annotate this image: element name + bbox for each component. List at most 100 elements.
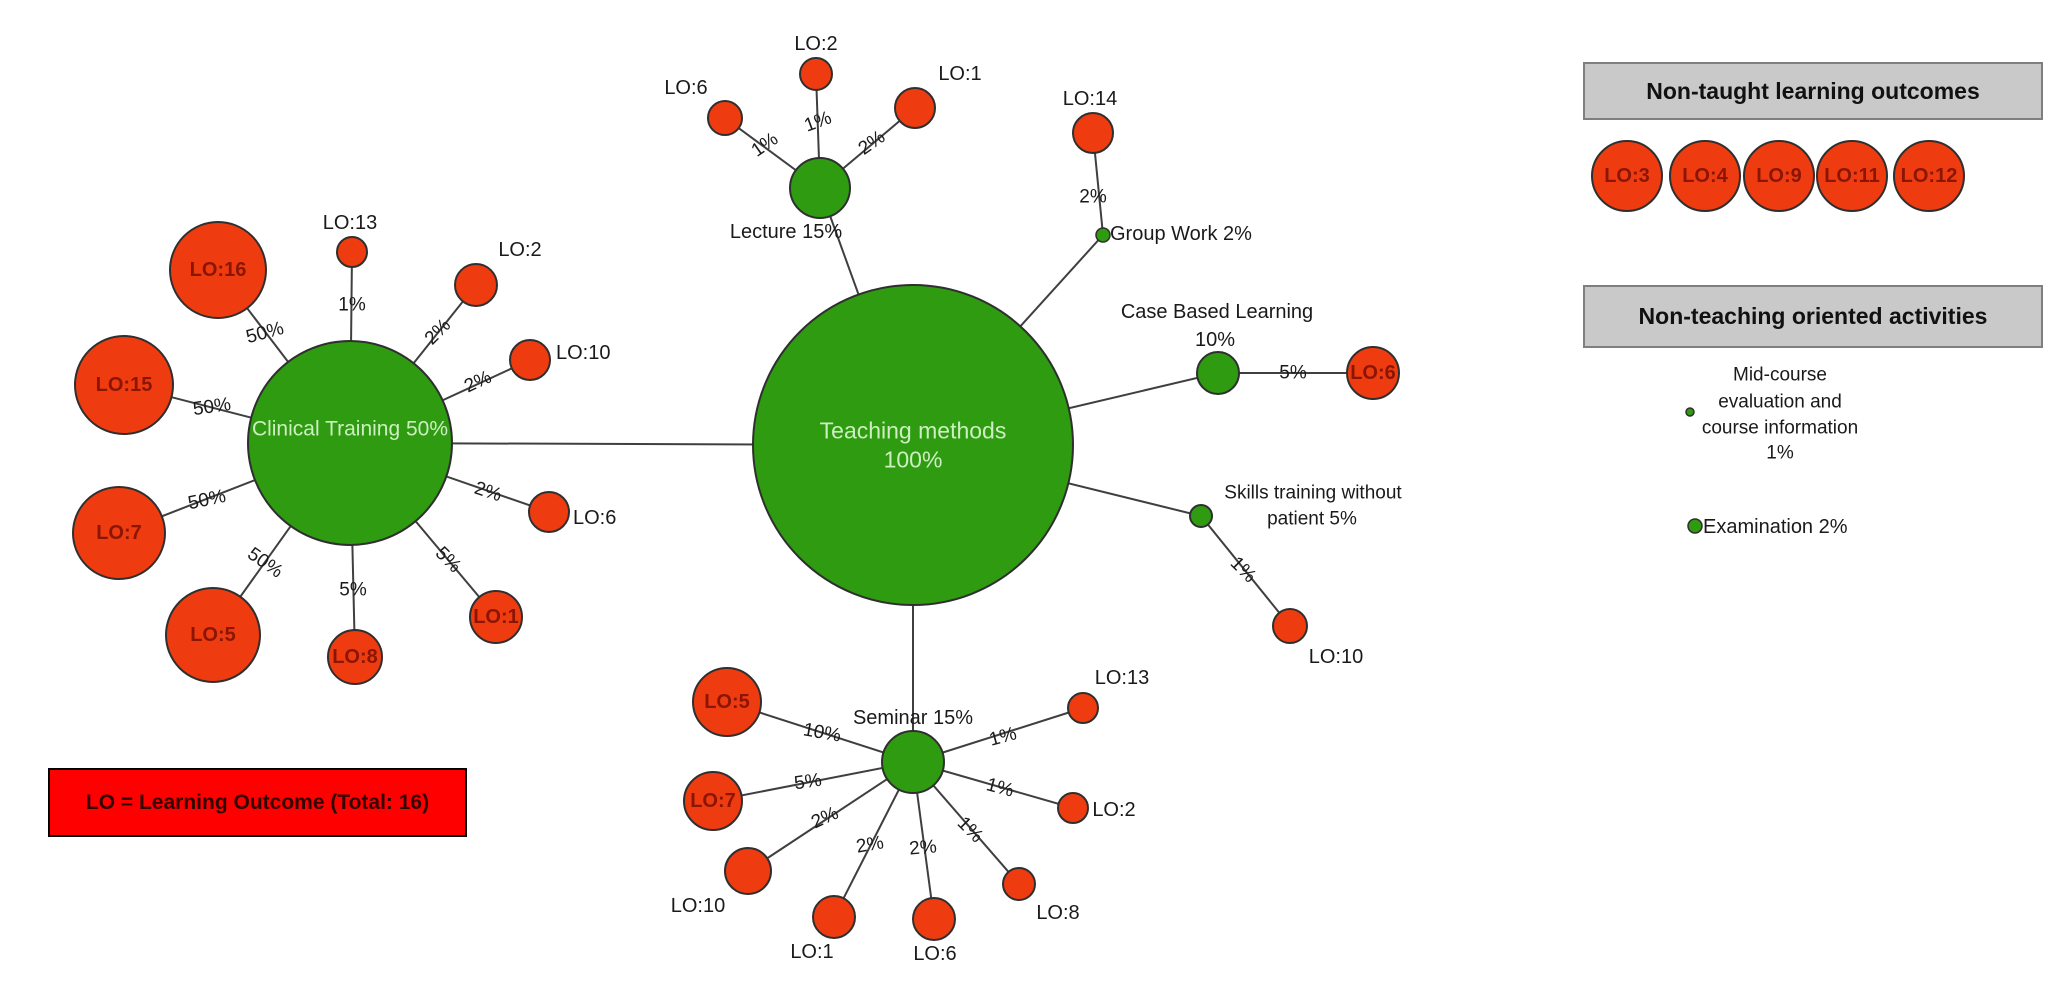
edge-percentage-label: 5% (793, 770, 823, 795)
node-clinical-lo8-label: LO:8 (332, 646, 378, 668)
node-non-taught-lo3-label: LO:3 (1604, 165, 1650, 187)
edge-percentage-label: 50% (186, 486, 228, 514)
node-clinical-lo15-label: LO:15 (96, 374, 153, 396)
edge-line (1200, 515, 1291, 627)
node-case-based-learning-label: Case Based Learning (1121, 301, 1313, 323)
node-non-taught-lo9-circle (1743, 140, 1815, 212)
node-clinical-lo16-circle (169, 221, 267, 319)
node-seminar-label: Seminar 15% (853, 707, 973, 729)
edge-percentage-label: 2% (908, 836, 937, 859)
node-seminar-lo8-label: LO:8 (1036, 902, 1079, 924)
node-seminar-lo13-circle (1067, 692, 1099, 724)
node-clinical-lo10-label: LO:10 (556, 342, 610, 364)
edge-percentage-label: 10% (801, 719, 842, 746)
node-seminar-lo10-circle (724, 847, 772, 895)
node-clinical-lo13-circle (336, 236, 368, 268)
node-non-taught-lo4-label: LO:4 (1682, 165, 1728, 187)
node-non-taught-lo11-circle (1816, 140, 1888, 212)
node-skills-training-label: patient 5% (1267, 509, 1357, 530)
node-lecture-lo6-circle (707, 100, 743, 136)
node-examination-circle (1687, 518, 1703, 534)
edge-percentage-label: 50% (244, 318, 286, 348)
node-group-work-lo14-circle (1072, 112, 1114, 154)
learning-outcome-legend: LO = Learning Outcome (Total: 16) (48, 768, 467, 837)
node-clinical-lo8-circle (327, 629, 383, 685)
node-clinical-lo16-label: LO:16 (190, 259, 247, 281)
node-non-taught-lo4-circle (1669, 140, 1741, 212)
edge-percentage-label: 1% (984, 774, 1016, 801)
node-lecture-label: Lecture 15% (730, 221, 843, 243)
edge-percentage-label: 2% (1079, 187, 1107, 208)
edge-percentage-label: 2% (472, 478, 505, 506)
node-group-work-lo14-label: LO:14 (1063, 88, 1117, 110)
node-non-taught-lo3-circle (1591, 140, 1663, 212)
node-seminar-lo13-label: LO:13 (1095, 667, 1149, 689)
edge-percentage-label: 5% (339, 580, 367, 601)
node-non-taught-lo12-label: LO:12 (1901, 165, 1958, 187)
edge-line (747, 761, 914, 872)
node-clinical-training-circle (247, 340, 453, 546)
node-seminar-circle (881, 730, 945, 794)
node-lecture-lo1-circle (894, 87, 936, 129)
edge-percentage-label: 1% (338, 295, 366, 316)
node-clinical-lo5-circle (165, 587, 261, 683)
node-skills-training-label: Skills training without (1224, 483, 1402, 504)
node-case-based-lo6-label: LO:6 (1350, 362, 1396, 384)
node-seminar-lo10-label: LO:10 (671, 895, 725, 917)
node-non-taught-lo11-label: LO:11 (1824, 165, 1880, 187)
node-seminar-lo7-circle (683, 771, 743, 831)
node-clinical-lo13-label: LO:13 (323, 212, 377, 234)
node-case-based-learning-circle (1196, 351, 1240, 395)
edge-percentage-label: 5% (1279, 363, 1307, 384)
node-skills-lo10-circle (1272, 608, 1308, 644)
node-lecture-lo6-label: LO:6 (664, 77, 707, 99)
node-seminar-lo5-label: LO:5 (704, 691, 750, 713)
node-mid-course-evaluation-circle (1685, 407, 1695, 417)
node-clinical-lo6-label: LO:6 (573, 507, 616, 529)
node-mid-course-evaluation-label: 1% (1766, 443, 1794, 464)
node-teaching-methods-label: 100% (884, 446, 943, 472)
node-clinical-lo15-circle (74, 335, 174, 435)
edge-line (712, 761, 914, 802)
node-non-taught-lo12-circle (1893, 140, 1965, 212)
node-examination-label: Examination 2% (1703, 516, 1848, 538)
node-mid-course-evaluation-label: evaluation and (1718, 392, 1842, 413)
node-case-based-lo6-circle (1346, 346, 1400, 400)
edge-percentage-label: 2% (421, 315, 455, 349)
node-seminar-lo8-circle (1002, 867, 1036, 901)
node-clinical-lo2-label: LO:2 (498, 239, 541, 261)
node-case-based-learning-label: 10% (1195, 329, 1235, 351)
node-skills-lo10-label: LO:10 (1309, 646, 1363, 668)
edge-percentage-label: 1% (987, 723, 1019, 750)
node-mid-course-evaluation-label: Mid-course (1733, 365, 1827, 386)
node-teaching-methods-label: Teaching methods (820, 418, 1007, 444)
edge-percentage-label: 5% (431, 543, 465, 577)
node-clinical-lo1-label: LO:1 (473, 606, 519, 628)
edge-percentage-label: 50% (192, 394, 233, 420)
node-seminar-lo2-label: LO:2 (1092, 799, 1135, 821)
edge-percentage-label: 50% (243, 543, 286, 582)
node-teaching-methods-circle (752, 284, 1074, 606)
node-seminar-lo1-label: LO:1 (790, 941, 833, 963)
node-lecture-lo1-label: LO:1 (938, 63, 981, 85)
node-clinical-lo10-circle (509, 339, 551, 381)
node-skills-training-circle (1189, 504, 1213, 528)
node-seminar-lo7-label: LO:7 (690, 790, 736, 812)
node-clinical-lo7-label: LO:7 (96, 522, 142, 544)
node-non-taught-lo9-label: LO:9 (1756, 165, 1802, 187)
node-seminar-lo2-circle (1057, 792, 1089, 824)
node-group-work-circle (1095, 227, 1111, 243)
node-clinical-lo7-circle (72, 486, 166, 580)
node-lecture-lo2-label: LO:2 (794, 33, 837, 55)
edge-percentage-label: 2% (855, 832, 886, 857)
node-seminar-lo5-circle (692, 667, 762, 737)
node-lecture-circle (789, 157, 851, 219)
node-seminar-lo1-circle (812, 895, 856, 939)
node-clinical-lo1-circle (469, 590, 523, 644)
node-seminar-lo6-label: LO:6 (913, 943, 956, 965)
edge-percentage-label: 1% (802, 107, 835, 136)
node-clinical-lo5-label: LO:5 (190, 624, 236, 646)
node-mid-course-evaluation-label: course information (1702, 418, 1858, 439)
